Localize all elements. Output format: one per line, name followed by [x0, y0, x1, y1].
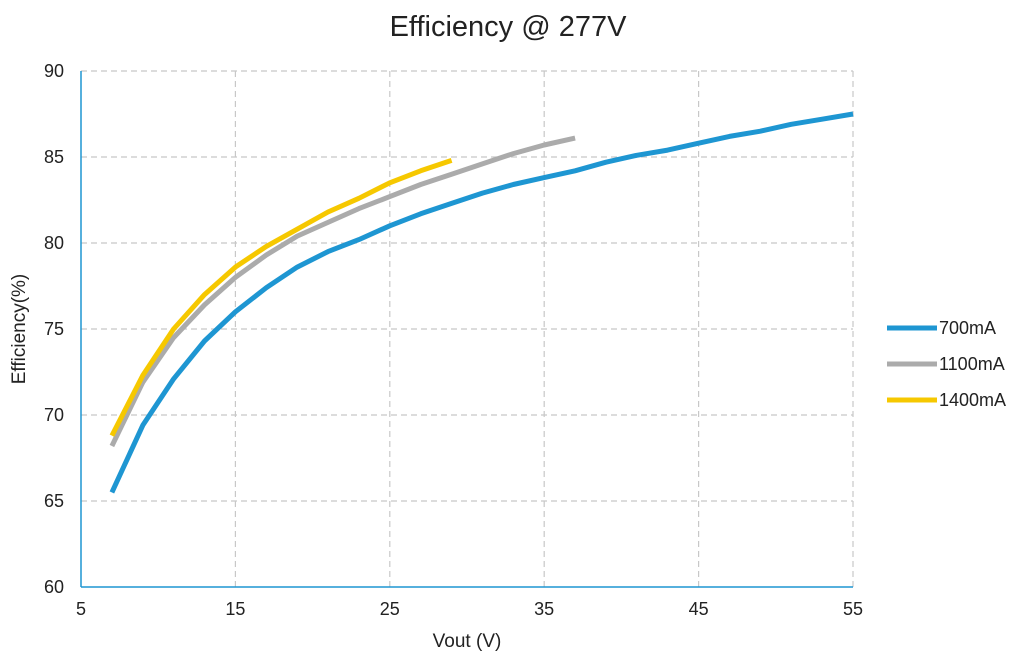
- legend-item: 700mA: [887, 318, 996, 338]
- y-tick-label: 75: [44, 319, 64, 339]
- x-tick-label: 15: [225, 599, 245, 619]
- y-tick-label: 60: [44, 577, 64, 597]
- x-tick-label: 45: [689, 599, 709, 619]
- legend: 700mA 1100mA 1400mA: [887, 318, 1006, 410]
- legend-label: 700mA: [939, 318, 996, 338]
- legend-label: 1100mA: [939, 354, 1005, 374]
- axes: [80, 71, 853, 588]
- grid: [81, 70, 854, 587]
- x-axis-label: Vout (V): [433, 631, 502, 652]
- y-tick-label: 70: [44, 405, 64, 425]
- legend-item: 1100mA: [887, 354, 1005, 374]
- y-tick-label: 80: [44, 233, 64, 253]
- chart-title: Efficiency @ 277V: [390, 11, 628, 43]
- x-tick-label: 55: [843, 599, 863, 619]
- x-tick-label: 5: [76, 599, 86, 619]
- y-tick-label: 65: [44, 491, 64, 511]
- series-line-1400mA: [109, 158, 453, 437]
- legend-label: 1400mA: [939, 390, 1006, 410]
- legend-item: 1400mA: [887, 390, 1006, 410]
- y-axis-label: Efficiency(%): [9, 274, 30, 385]
- series-line-700mA: [109, 111, 854, 494]
- y-tick-label: 85: [44, 147, 64, 167]
- x-tick-label: 35: [534, 599, 554, 619]
- y-tick-labels: 60 65 70 75 80 85 90: [44, 61, 64, 597]
- y-tick-label: 90: [44, 61, 64, 81]
- x-tick-label: 25: [380, 599, 400, 619]
- series-line-1100mA: [109, 135, 576, 448]
- series-lines: [109, 111, 854, 494]
- x-tick-labels: 5 15 25 35 45 55: [76, 599, 863, 619]
